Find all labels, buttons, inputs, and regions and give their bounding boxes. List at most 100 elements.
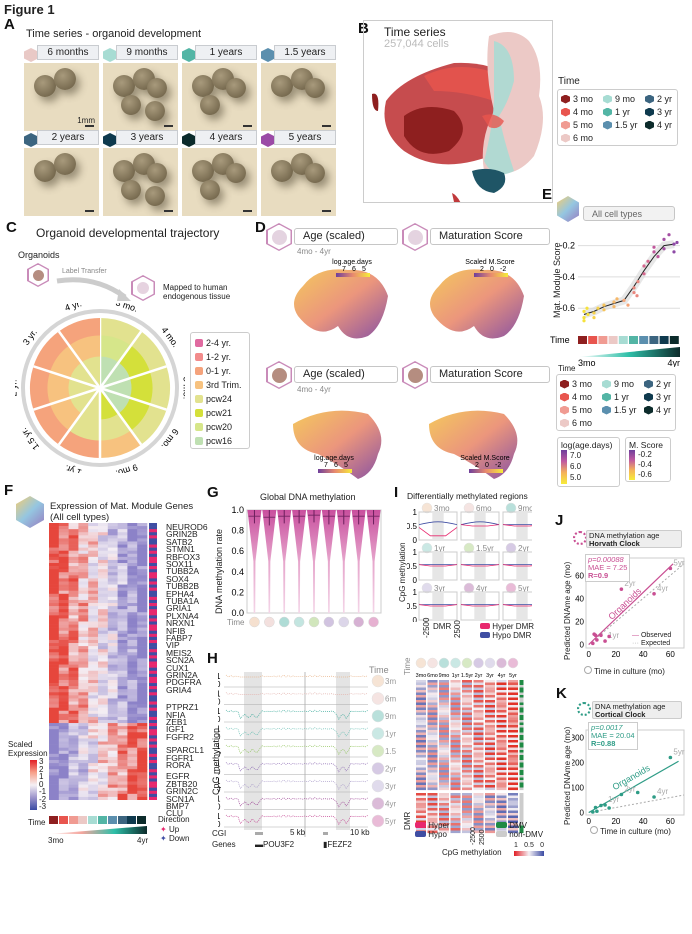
scale-label: 1mm [77, 116, 95, 125]
hypo-profile [502, 524, 532, 527]
segment-divider [98, 387, 143, 446]
time-gradient [578, 347, 680, 357]
heatmap-cell [462, 717, 472, 721]
radial-trajectory-chart: 3 mo.4 mo.5 mo.6 mo.9 mo.1 yr.1.5 yr.2 y… [15, 303, 185, 473]
heatmap-cell [137, 772, 148, 776]
heatmap-cell [427, 752, 438, 756]
heatmap-cell [427, 800, 438, 804]
heatmap-cell [427, 740, 438, 743]
heatmap-cell [416, 810, 426, 814]
direction-cell [149, 615, 157, 619]
heatmap-cell [98, 704, 109, 708]
heatmap-cell [508, 687, 518, 691]
heatmap-cell [127, 639, 138, 644]
heatmap-cell [127, 578, 138, 582]
heatmap-cell [496, 793, 507, 796]
heatmap-cell [508, 715, 518, 718]
tick-1: 1 [218, 777, 221, 786]
legend-item: 4 yr [644, 403, 678, 417]
heatmap-cell [137, 695, 148, 699]
heatmap-cell [439, 740, 449, 743]
hypo-dmr-item: Hypo DMR [480, 631, 534, 640]
heatmap-cell [127, 569, 138, 573]
heatmap-cell [416, 795, 426, 799]
sample-hex-icon [402, 361, 428, 389]
data-point [602, 308, 606, 312]
heatmap-cell [473, 805, 484, 809]
heatmap-cell [485, 720, 495, 723]
heatmap-cell [98, 606, 109, 610]
heatmap-cell [485, 815, 495, 819]
heatmap-cell [117, 676, 128, 681]
dmv-cell [519, 795, 524, 799]
heatmap-cell [117, 566, 128, 570]
heatmap-cell [117, 587, 128, 592]
organoid-sphere [200, 95, 220, 115]
heatmap-cell [137, 667, 148, 672]
heatmap-cell [439, 770, 449, 773]
time-clock-icon [293, 616, 305, 628]
heatmap-cell [58, 606, 69, 610]
time-swatch [578, 336, 587, 344]
organoid-photo [103, 148, 178, 216]
heatmap-cell [98, 639, 109, 644]
heatmap-cell [98, 624, 109, 628]
heatmap-cell [496, 720, 507, 723]
heatmap-cell [439, 803, 449, 806]
tick-1: 1 [218, 672, 221, 681]
heatmap-cell [98, 701, 109, 705]
organoid-sphere [305, 78, 325, 98]
heatmap-cell [49, 599, 60, 604]
violin [247, 510, 262, 613]
cgi-right-mark [323, 832, 328, 835]
timepoint-hex-icon [182, 48, 196, 62]
dmv-cell [519, 770, 524, 773]
direction-cell [149, 584, 157, 588]
heatmap-cell [450, 787, 461, 791]
data-point [592, 311, 596, 315]
heatmap-cell [58, 593, 69, 598]
heatmap-cell [98, 633, 109, 638]
segment-divider [57, 330, 102, 389]
segment-divider [33, 365, 101, 390]
heatmap-cell [427, 782, 438, 786]
time-hex-icon [602, 405, 611, 415]
heatmap-cell [496, 725, 507, 728]
heatmap-cell [117, 710, 128, 715]
scale-bar [85, 210, 94, 212]
heatmap-cell [68, 695, 79, 699]
time-swatch [588, 336, 598, 344]
heatmap-cell [49, 781, 60, 785]
heatmap-cell [427, 767, 438, 771]
heatmap-cell [68, 581, 79, 585]
heatmap-cell [127, 713, 138, 718]
heatmap-cell [107, 729, 118, 733]
heatmap-cell [485, 762, 495, 766]
heatmap-cell [427, 805, 438, 809]
gene-label: GRIN2C [166, 786, 199, 797]
heatmap-cell [117, 716, 128, 721]
heatmap-cell [107, 741, 118, 745]
heatmap-cell [427, 828, 438, 831]
heatmap-cell [117, 744, 128, 748]
heatmap-cell [496, 765, 507, 768]
heatmap-cell [416, 805, 426, 809]
heatmap-cell [98, 679, 109, 684]
legend-item: 9 mo [602, 377, 644, 391]
tick-0: 0 [218, 733, 221, 742]
heatmap-cell [107, 529, 118, 533]
heatmap-cell [485, 775, 495, 778]
heatmap-cell [49, 532, 60, 536]
time-clock-icon [463, 542, 475, 554]
stage-legend-item: pcw16 [195, 434, 245, 448]
legend-item: 9 mo [603, 92, 645, 106]
heatmap-cell [58, 735, 69, 739]
heatmap-cell [49, 759, 60, 764]
heatmap-cell [107, 747, 118, 752]
heatmap-cell [127, 633, 138, 638]
gene-label: EGFR [166, 771, 190, 782]
heatmap-cell [137, 686, 148, 690]
time-hex-icon [560, 379, 569, 389]
heatmap-cell [485, 820, 495, 824]
row-label: 5yr [385, 817, 396, 826]
